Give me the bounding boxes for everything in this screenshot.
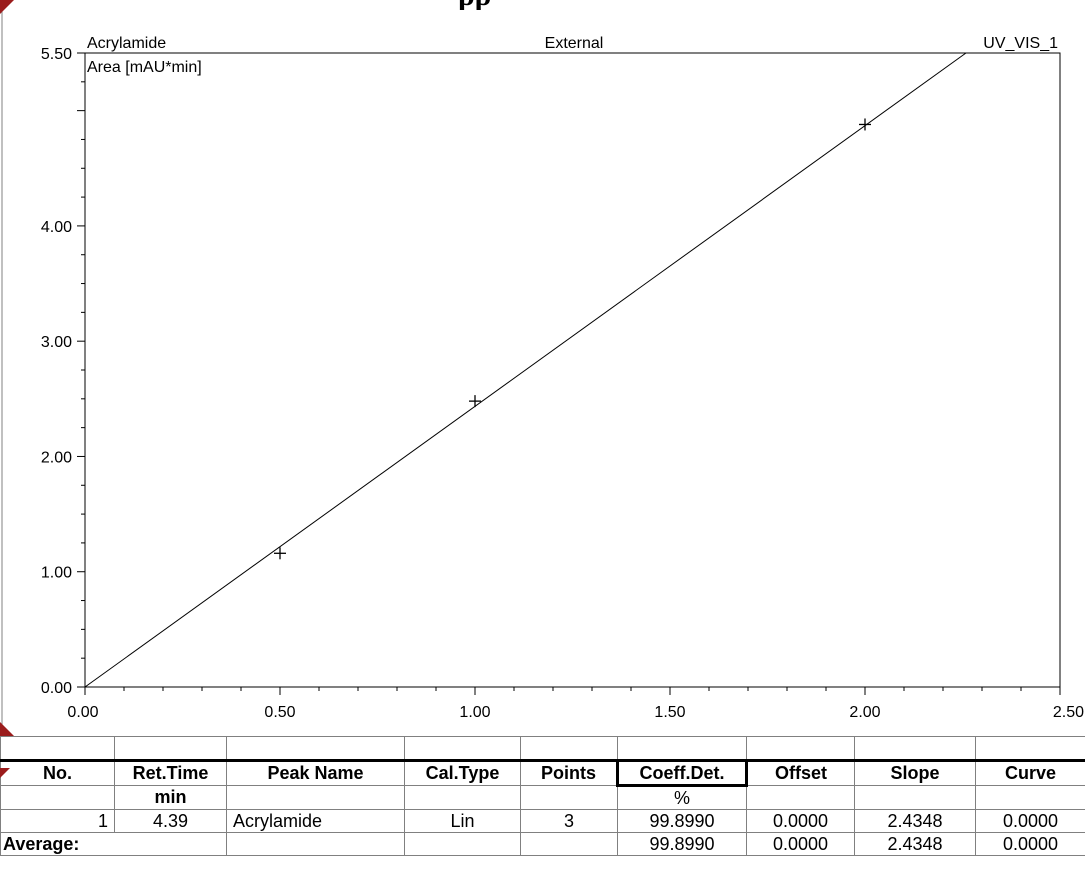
y-tick-label: 5.50	[41, 46, 72, 63]
unit-cell-cal-type	[404, 785, 521, 810]
cell-curve[interactable]: 0.0000	[975, 809, 1085, 833]
calibration-fit-line	[84, 52, 967, 688]
y-tick-label: 1.00	[41, 565, 72, 582]
data-point-marker	[274, 547, 286, 560]
x-tick-label: 1.00	[459, 704, 490, 721]
average-coeff-det: 99.8990	[617, 832, 747, 856]
cell-peak-name[interactable]: Acrylamide	[226, 809, 405, 833]
col-header-curve[interactable]: Curve	[975, 759, 1085, 786]
y-tick-label: 0.00	[41, 680, 72, 697]
col-header-coeff-det[interactable]: Coeff.Det.	[616, 759, 748, 787]
chart-corner-marker-top	[0, 0, 14, 14]
unit-cell-ret-time: min	[114, 785, 227, 810]
col-header-peak-name[interactable]: Peak Name	[226, 759, 405, 786]
x-tick-label: 2.50	[1053, 704, 1084, 721]
y-axis: 0.00 1.00 2.00 3.00 4.00 5.50	[41, 46, 85, 697]
y-tick-label: 3.00	[41, 334, 72, 351]
unit-cell-no	[0, 785, 115, 810]
y-axis-label: Area [mAU*min]	[87, 59, 202, 76]
cell-ret-time[interactable]: 4.39	[114, 809, 227, 833]
col-header-no[interactable]: No.	[0, 759, 115, 786]
table-spacer-row	[0, 736, 1085, 761]
cell-no[interactable]: 1	[0, 809, 115, 833]
unit-cell-points	[520, 785, 618, 810]
chart-method-label: External	[545, 35, 604, 52]
cell-coeff-det[interactable]: 99.8990	[617, 809, 747, 833]
x-tick-label: 1.50	[654, 704, 685, 721]
x-tick-label: 0.00	[67, 704, 98, 721]
data-point-marker	[859, 118, 871, 131]
average-curve: 0.0000	[975, 832, 1085, 856]
unit-cell-coeff-det: %	[617, 785, 747, 810]
cell-slope[interactable]: 2.4348	[854, 809, 976, 833]
unit-cell-slope	[854, 785, 976, 810]
x-axis: 0.00 0.50 1.00 1.50 2.00 2.50	[67, 687, 1084, 721]
calibration-table: No. Ret.Time Peak Name Cal.Type Points C…	[0, 736, 1085, 856]
chart-channel-label: UV_VIS_1	[983, 35, 1058, 52]
y-tick-label: 4.00	[41, 219, 72, 236]
report-title-fragment: pp	[0, 0, 1085, 10]
x-tick-label: 2.00	[849, 704, 880, 721]
x-tick-label: 0.50	[264, 704, 295, 721]
cell-cal-type[interactable]: Lin	[404, 809, 521, 833]
chart-peak-label: Acrylamide	[87, 35, 166, 52]
data-point-marker	[469, 395, 481, 408]
table-row[interactable]: 1 4.39 Acrylamide Lin 3 99.8990 0.0000 2…	[0, 809, 1085, 833]
chart-corner-marker-bottom	[0, 722, 14, 736]
table-header-row: No. Ret.Time Peak Name Cal.Type Points C…	[0, 759, 1085, 787]
col-header-slope[interactable]: Slope	[854, 759, 976, 786]
average-label: Average:	[0, 832, 227, 856]
calibration-points	[274, 118, 871, 560]
cell-offset[interactable]: 0.0000	[746, 809, 855, 833]
unit-cell-offset	[746, 785, 855, 810]
y-tick-label: 2.00	[41, 449, 72, 466]
calibration-chart: 0.00 1.00 2.00 3.00 4.00 5.50 0.00 0.50 1.00 1.5…	[0, 0, 1084, 736]
cell-points[interactable]: 3	[520, 809, 618, 833]
unit-cell-peak-name	[226, 785, 405, 810]
table-corner-marker	[0, 768, 10, 778]
unit-cell-curve	[975, 785, 1085, 810]
report-title-text: pp	[458, 0, 491, 10]
plot-frame	[84, 52, 1061, 688]
table-average-row: Average: 99.8990 0.0000 2.4348 0.0000	[0, 832, 1085, 856]
col-header-cal-type[interactable]: Cal.Type	[404, 759, 521, 786]
table-unit-row: min %	[0, 785, 1085, 810]
col-header-offset[interactable]: Offset	[746, 759, 855, 786]
average-offset: 0.0000	[746, 832, 855, 856]
average-slope: 2.4348	[854, 832, 976, 856]
col-header-ret-time[interactable]: Ret.Time	[114, 759, 227, 786]
col-header-points[interactable]: Points	[520, 759, 618, 786]
